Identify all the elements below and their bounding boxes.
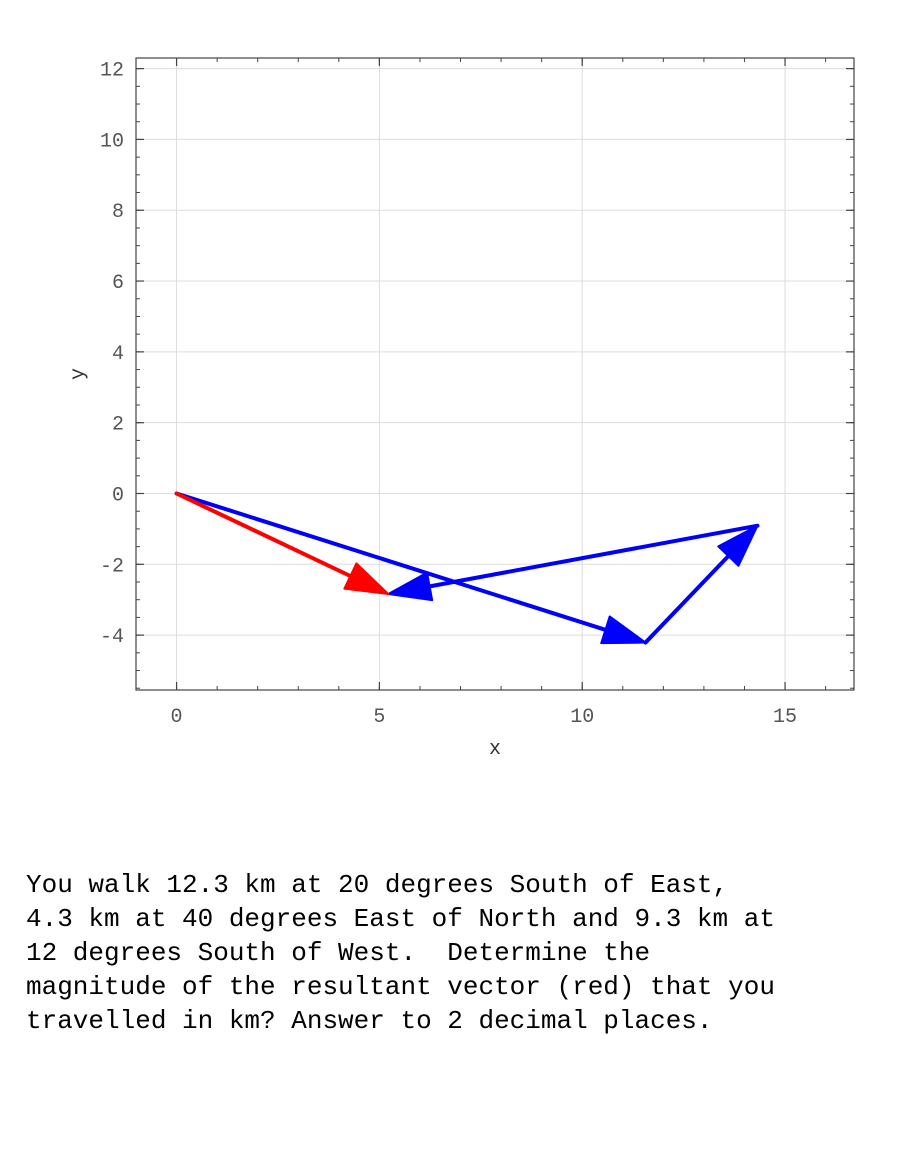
x-tick-label: 10 xyxy=(570,706,594,729)
y-tick-label: 4 xyxy=(112,343,124,366)
vector-plot: 0 5 10 15 -4 -2 0 2 4 6 8 10 12 x y xyxy=(67,57,855,761)
x-tick-label: 0 xyxy=(171,706,183,729)
vector-arrowhead xyxy=(343,562,390,596)
question-line: 4.3 km at 40 degrees East of North and 9… xyxy=(26,904,775,934)
y-tick-label: 6 xyxy=(112,272,124,295)
vectors xyxy=(174,491,760,645)
vector-shaft xyxy=(174,491,356,580)
vector-arrow xyxy=(643,524,759,645)
vector-arrowhead xyxy=(387,571,434,602)
y-tick-label: 2 xyxy=(112,414,124,437)
vector-shaft xyxy=(423,523,760,590)
y-axis-label: y xyxy=(67,368,90,380)
axis-ticks: 0 5 10 15 -4 -2 0 2 4 6 8 10 12 xyxy=(100,58,854,729)
y-tick-label: 12 xyxy=(100,60,124,83)
question-line: magnitude of the resultant vector (red) … xyxy=(26,972,775,1002)
question-line: travelled in km? Answer to 2 decimal pla… xyxy=(26,1006,713,1036)
vector-arrowhead xyxy=(600,615,647,645)
question-line: You walk 12.3 km at 20 degrees South of … xyxy=(26,870,729,900)
x-axis-label: x xyxy=(489,738,501,761)
y-tick-label: 10 xyxy=(100,130,124,153)
question-text: You walk 12.3 km at 20 degrees South of … xyxy=(26,868,886,1038)
x-tick-label: 5 xyxy=(373,706,385,729)
vector-arrowhead xyxy=(717,524,759,567)
y-tick-label: 0 xyxy=(112,484,124,507)
y-tick-label: -2 xyxy=(100,555,124,578)
question-line: 12 degrees South of West. Determine the xyxy=(26,938,651,968)
grid xyxy=(136,58,854,690)
y-tick-label: -4 xyxy=(100,626,124,649)
plot-frame xyxy=(135,57,855,691)
vector-arrow xyxy=(174,491,647,645)
vector-shaft xyxy=(643,551,734,645)
vector-arrow xyxy=(174,491,390,596)
vector-arrow xyxy=(387,523,760,602)
vector-shaft xyxy=(174,491,612,634)
y-tick-label: 8 xyxy=(112,201,124,224)
x-tick-label: 15 xyxy=(773,706,797,729)
